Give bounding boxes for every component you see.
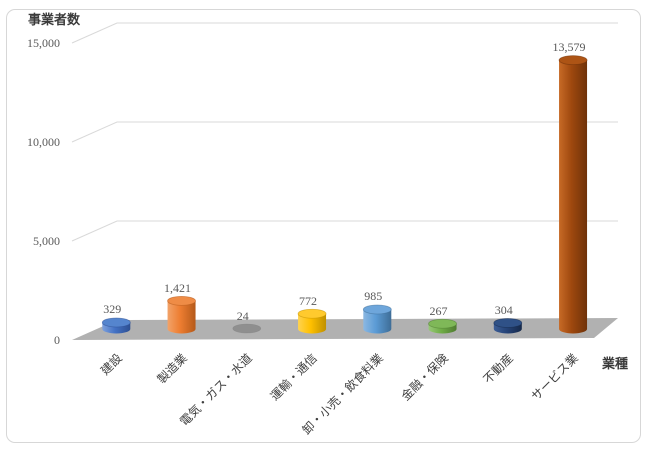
gridline-10000: [71, 121, 618, 143]
gridline-5000: [71, 220, 618, 242]
bar-navy: [493, 318, 523, 334]
y-tick-label-5,000: 5,000: [33, 234, 60, 248]
bar-orange: [167, 295, 196, 334]
chart-floor: [72, 318, 618, 340]
data-label: 304: [494, 302, 513, 317]
bar-gray: [232, 323, 262, 334]
bar-dark-orange: [558, 55, 588, 334]
data-label: 267: [429, 303, 448, 318]
data-label: 329: [103, 302, 122, 317]
y-tick-label-15,000: 15,000: [27, 36, 60, 50]
data-label: 24: [236, 308, 249, 323]
bar-blue: [101, 317, 131, 334]
gridline-15000: [71, 22, 618, 44]
y-axis-title: 事業者数: [28, 12, 81, 27]
y-tick-label-0: 0: [54, 333, 60, 347]
bar-light-blue: [362, 304, 392, 334]
data-label: 985: [364, 289, 383, 304]
bar-gold: [297, 308, 327, 334]
bar-green: [428, 318, 457, 334]
x-axis-title: 業種: [602, 356, 629, 371]
y-tick-label-10,000: 10,000: [27, 135, 60, 149]
data-label: 13,579: [552, 40, 586, 55]
data-label: 1,421: [164, 280, 192, 295]
data-label: 772: [299, 293, 318, 308]
